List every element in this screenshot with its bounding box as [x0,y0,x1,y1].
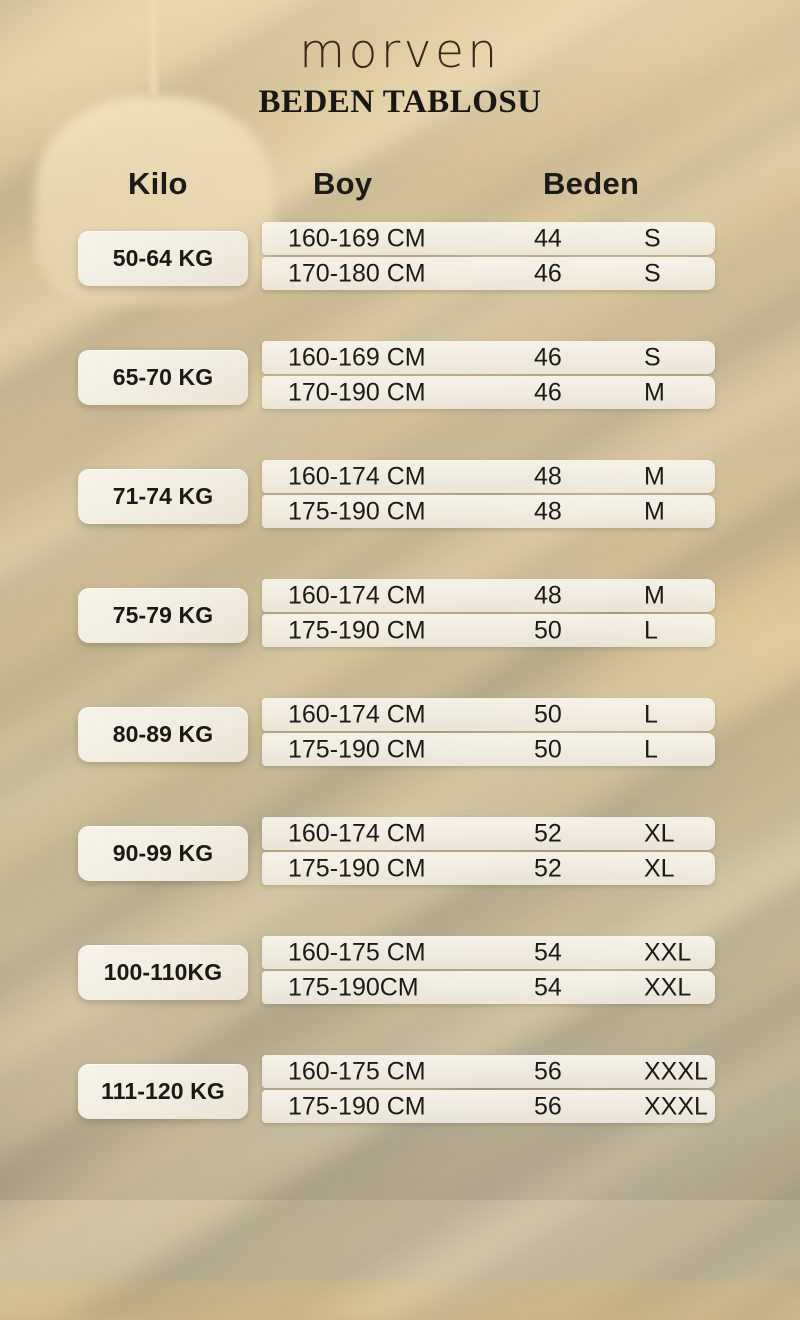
table-row: 175-190 CM 50 L [262,733,715,766]
size-row-list: 160-169 CM 44 S 170-180 CM 46 S [262,222,715,292]
column-header-boy: Boy [313,166,373,201]
size-group: 75-79 KG 160-174 CM 48 M 175-190 CM 50 L [0,579,800,707]
size-number-cell: 54 [534,973,562,1001]
size-row-list: 160-174 CM 50 L 175-190 CM 50 L [262,698,715,768]
size-number-cell: 50 [534,616,562,644]
size-number-cell: 46 [534,343,562,371]
size-number-cell: 48 [534,581,562,609]
size-letter-cell: XXL [644,973,692,1001]
height-range-cell: 160-175 CM [288,938,426,966]
size-row-list: 160-174 CM 48 M 175-190 CM 50 L [262,579,715,649]
table-row: 160-169 CM 46 S [262,341,715,374]
height-range-cell: 175-190 CM [288,616,426,644]
size-number-cell: 48 [534,497,562,525]
column-headers: Kilo Boy Beden [0,166,800,210]
table-row: 175-190 CM 52 XL [262,852,715,885]
column-header-kilo: Kilo [128,166,188,201]
size-row-list: 160-169 CM 46 S 170-190 CM 46 M [262,341,715,411]
size-chart-page: morven BEDEN TABLOSU Kilo Boy Beden 50-6… [0,24,800,1183]
size-letter-cell: M [644,462,665,490]
size-number-cell: 56 [534,1092,562,1120]
size-number-cell: 46 [534,259,562,287]
size-group: 71-74 KG 160-174 CM 48 M 175-190 CM 48 M [0,460,800,588]
height-range-cell: 160-169 CM [288,343,426,371]
size-group: 50-64 KG 160-169 CM 44 S 170-180 CM 46 S [0,222,800,350]
size-letter-cell: M [644,378,665,406]
table-row: 160-174 CM 48 M [262,579,715,612]
height-range-cell: 170-190 CM [288,378,426,406]
size-letter-cell: M [644,581,665,609]
height-range-cell: 175-190 CM [288,735,426,763]
size-letter-cell: S [644,259,661,287]
height-range-cell: 175-190 CM [288,854,426,882]
weight-range-pill: 80-89 KG [78,707,248,762]
size-letter-cell: S [644,343,661,371]
hanger-hook-icon [148,0,159,94]
weight-range-pill: 75-79 KG [78,588,248,643]
size-letter-cell: L [644,735,658,763]
weight-range-pill: 111-120 KG [78,1064,248,1119]
size-row-list: 160-175 CM 56 XXXL 175-190 CM 56 XXXL [262,1055,715,1125]
height-range-cell: 175-190CM [288,973,419,1001]
weight-range-pill: 90-99 KG [78,826,248,881]
size-group: 100-110KG 160-175 CM 54 XXL 175-190CM 54 XXL [0,936,800,1064]
table-row: 175-190CM 54 XXL [262,971,715,1004]
page-title: BEDEN TABLOSU [258,84,542,120]
size-number-cell: 52 [534,819,562,847]
size-row-list: 160-174 CM 52 XL 175-190 CM 52 XL [262,817,715,887]
size-row-list: 160-174 CM 48 M 175-190 CM 48 M [262,460,715,530]
height-range-cell: 175-190 CM [288,497,426,525]
table-row: 170-180 CM 46 S [262,257,715,290]
weight-range-pill: 65-70 KG [78,350,248,405]
column-header-beden: Beden [543,166,640,201]
table-row: 160-175 CM 54 XXL [262,936,715,969]
height-range-cell: 160-169 CM [288,224,426,252]
size-number-cell: 56 [534,1057,562,1085]
size-letter-cell: L [644,700,658,728]
table-row: 160-175 CM 56 XXXL [262,1055,715,1088]
size-number-cell: 50 [534,735,562,763]
size-group: 111-120 KG 160-175 CM 56 XXXL 175-190 CM 56 XX… [0,1055,800,1183]
size-letter-cell: XL [644,819,675,847]
size-number-cell: 50 [534,700,562,728]
size-letter-cell: XL [644,854,675,882]
table-row: 175-190 CM 50 L [262,614,715,647]
size-letter-cell: M [644,497,665,525]
size-number-cell: 46 [534,378,562,406]
height-range-cell: 175-190 CM [288,1092,426,1120]
size-row-list: 160-175 CM 54 XXL 175-190CM 54 XXL [262,936,715,1006]
table-row: 160-174 CM 52 XL [262,817,715,850]
table-row: 170-190 CM 46 M [262,376,715,409]
height-range-cell: 170-180 CM [288,259,426,287]
size-number-cell: 44 [534,224,562,252]
table-row: 160-169 CM 44 S [262,222,715,255]
size-letter-cell: L [644,616,658,644]
size-letter-cell: XXXL [644,1092,708,1120]
weight-range-pill: 50-64 KG [78,231,248,286]
brand-logo: morven [299,24,501,79]
size-group-list: 50-64 KG 160-169 CM 44 S 170-180 CM 46 S 65-70 … [0,222,800,1183]
table-row: 160-174 CM 48 M [262,460,715,493]
size-letter-cell: XXXL [644,1057,708,1085]
height-range-cell: 160-174 CM [288,462,426,490]
size-letter-cell: XXL [644,938,692,966]
size-letter-cell: S [644,224,661,252]
size-number-cell: 54 [534,938,562,966]
height-range-cell: 160-174 CM [288,581,426,609]
height-range-cell: 160-174 CM [288,819,426,847]
table-row: 175-190 CM 48 M [262,495,715,528]
size-group: 80-89 KG 160-174 CM 50 L 175-190 CM 50 L [0,698,800,826]
weight-range-pill: 100-110KG [78,945,248,1000]
table-row: 175-190 CM 56 XXXL [262,1090,715,1123]
height-range-cell: 160-175 CM [288,1057,426,1085]
weight-range-pill: 71-74 KG [78,469,248,524]
size-group: 90-99 KG 160-174 CM 52 XL 175-190 CM 52 XL [0,817,800,945]
size-number-cell: 48 [534,462,562,490]
height-range-cell: 160-174 CM [288,700,426,728]
size-group: 65-70 KG 160-169 CM 46 S 170-190 CM 46 M [0,341,800,469]
size-number-cell: 52 [534,854,562,882]
table-row: 160-174 CM 50 L [262,698,715,731]
